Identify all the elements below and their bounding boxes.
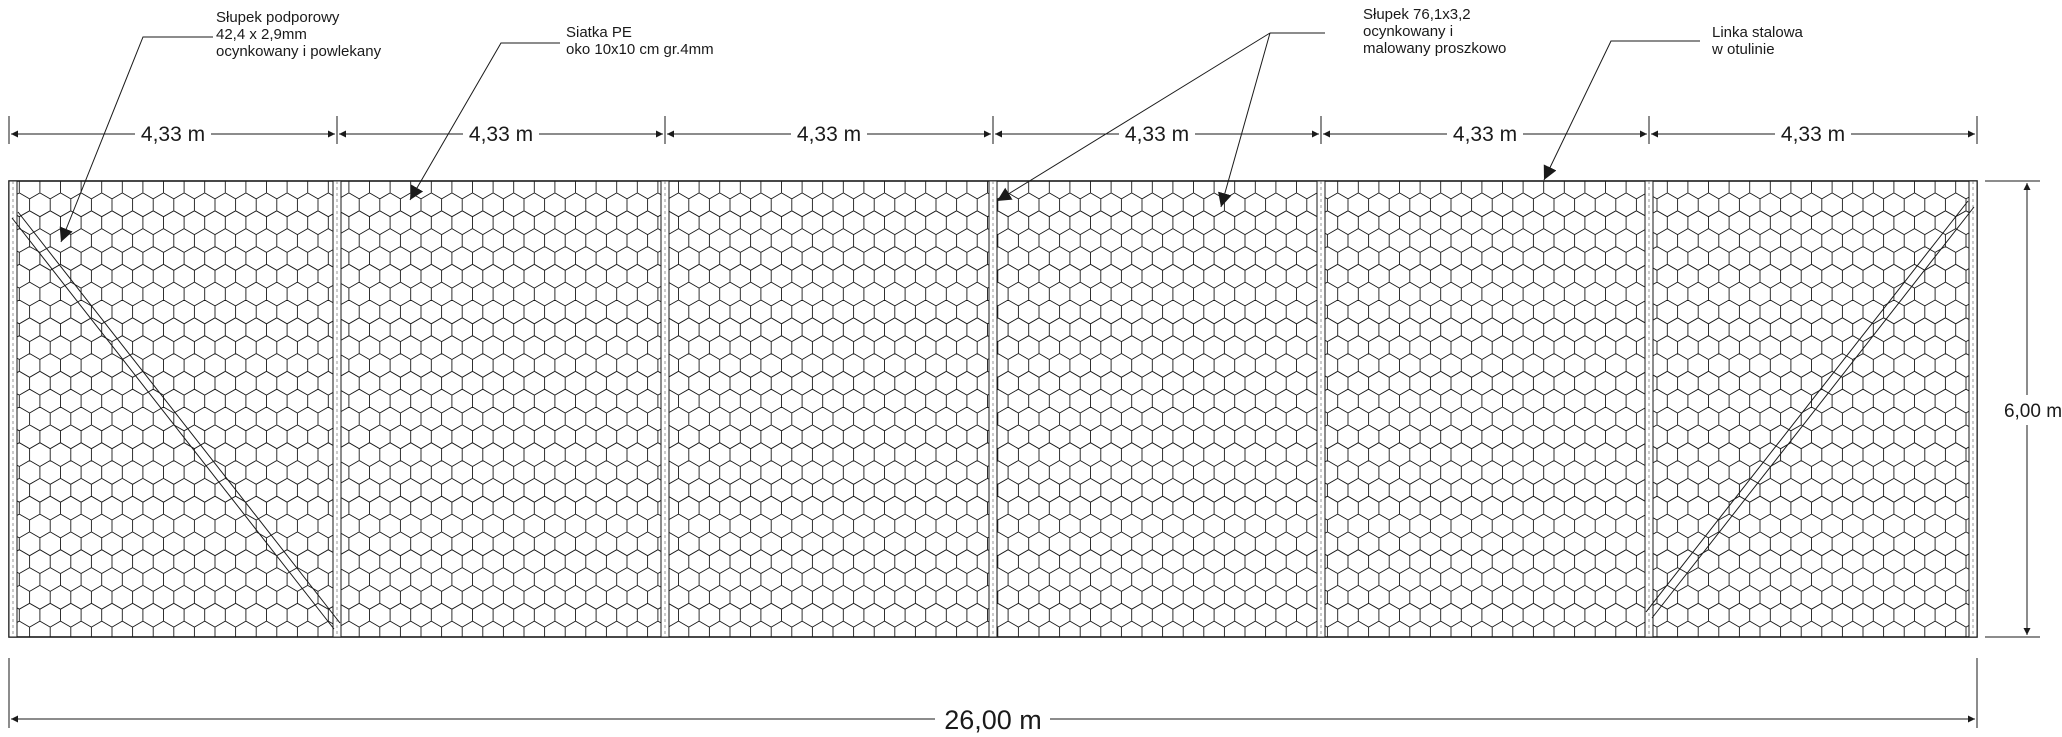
callout-mesh: Siatka PE oko 10x10 cm gr.4mm: [409, 24, 714, 201]
span-length-label: 4,33 m: [1453, 123, 1517, 146]
cable-line2: w otulinie: [1711, 41, 1775, 58]
post-line1: Słupek 76,1x3,2: [1363, 6, 1471, 23]
svg-text:Siatka PE oko 10x10 cm g: Siatka PE oko 10x10 cm gr.4mm: [566, 24, 714, 58]
height-label: 6,00 m: [2004, 401, 2062, 422]
callout-support-post: Słupek podporowy 42,4 x 2,9mm ocynkowany…: [59, 9, 382, 243]
svg-text:Linka stalowa w otulinie: Linka stalowa w otulinie: [1711, 24, 1807, 58]
mesh-cells: [9, 181, 1977, 637]
support-post-line1: Słupek podporowy: [216, 9, 340, 26]
span-length-label: 4,33 m: [141, 123, 205, 146]
mesh-line2: oko 10x10 cm gr.4mm: [566, 41, 714, 58]
post-line3: malowany proszkowo: [1363, 40, 1506, 57]
span-length-label: 4,33 m: [1125, 123, 1189, 146]
callout-cable: Linka stalowa w otulinie: [1543, 24, 1807, 181]
post-line2: ocynkowany i: [1363, 23, 1453, 40]
svg-text:Słupek 76,1x3,2 ocynkowa: Słupek 76,1x3,2 ocynkowany i malowany pr…: [1363, 6, 1506, 57]
fence-posts: [8, 180, 1978, 638]
total-length-label: 26,00 m: [944, 705, 1042, 735]
height-dimension: 6,00 m: [1985, 180, 2062, 638]
diagonal-brace-right: [1645, 200, 1975, 619]
svg-text:Słupek podporowy 42,4 x: Słupek podporowy 42,4 x 2,9mm ocynkowany…: [216, 9, 382, 60]
callout-post: Słupek 76,1x3,2 ocynkowany i malowany pr…: [996, 6, 1506, 208]
support-post-line2: 42,4 x 2,9mm: [216, 26, 307, 43]
span-length-label: 4,33 m: [1781, 123, 1845, 146]
total-length-dimension: 26,00 m: [8, 658, 1978, 735]
support-post-line3: ocynkowany i powlekany: [216, 43, 382, 60]
mesh-line1: Siatka PE: [566, 24, 632, 41]
span-length-label: 4,33 m: [797, 123, 861, 146]
span-dimensions: 4,33 m 4,33 m 4,33 m 4,33 m 4,33 m 4,33 m: [8, 116, 1978, 146]
span-length-label: 4,33 m: [469, 123, 533, 146]
diagonal-brace-left: [11, 211, 341, 630]
hexagonal-mesh: [9, 181, 1977, 637]
cable-line1: Linka stalowa: [1712, 24, 1804, 41]
